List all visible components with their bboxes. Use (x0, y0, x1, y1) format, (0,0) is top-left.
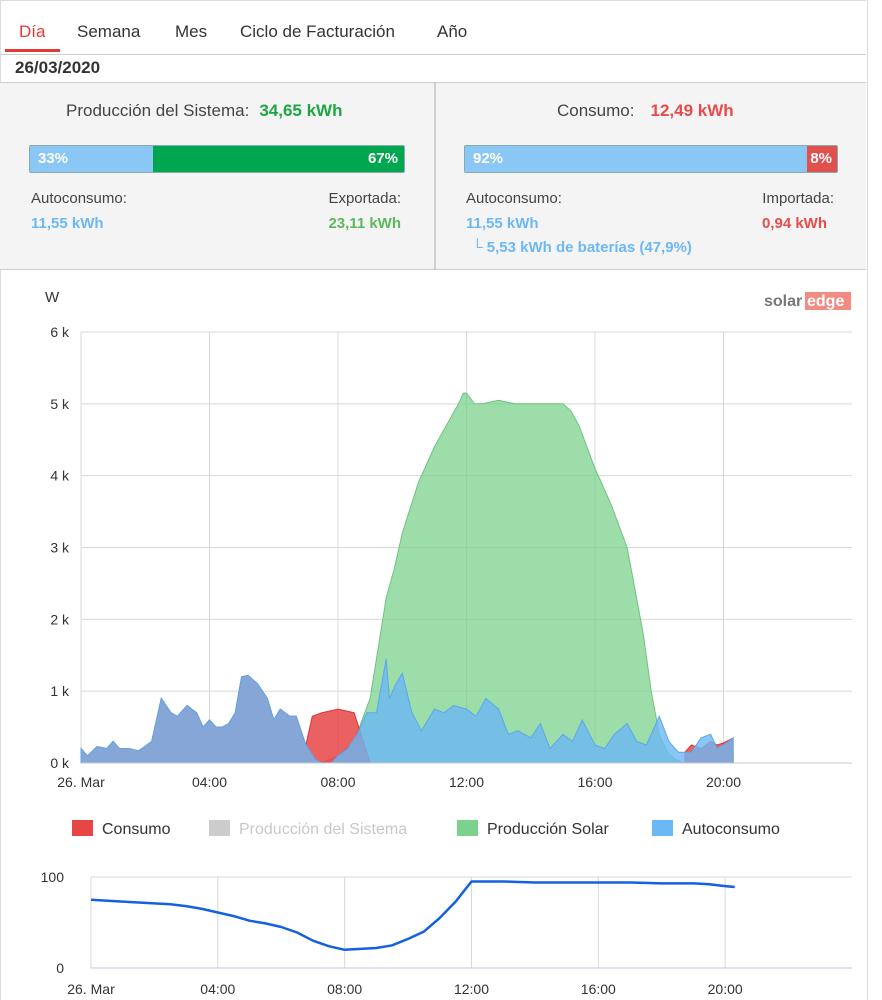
power-chart-ytick-label: 4 k (50, 468, 70, 484)
self-consumption-area (80, 658, 734, 764)
battery-contribution: └ 5,53 kWh de baterías (47,9%) (472, 239, 692, 256)
legend-label[interactable]: Autoconsumo (682, 821, 780, 838)
solar-production-area (321, 392, 684, 764)
solaredge-logo: solar edge (764, 292, 851, 310)
battery-chart-xtick-label: 08:00 (327, 981, 362, 997)
solaredge-logo-text-b: edge (807, 293, 844, 310)
power-chart-ytick-label: 5 k (50, 396, 70, 412)
legend-swatch (72, 820, 93, 836)
power-chart-axes: 0 k 1 k 2 k 3 k 4 k 5 k 6 k 26. Mar 04:00 08:00 12… (50, 324, 852, 790)
battery-chart-xtick-label: 12:00 (454, 981, 489, 997)
active-tab-indicator (5, 49, 60, 52)
production-value: 34,65 kWh (259, 101, 343, 120)
consumption-self-label: Autoconsumo: (466, 190, 562, 207)
power-chart-xtick-label: 20:00 (706, 774, 741, 790)
solaredge-logo-text-a: solar (764, 293, 802, 310)
tab-ciclo-facturacion[interactable]: Ciclo de Facturación (240, 22, 395, 41)
battery-chart-ytick-label: 0 (56, 960, 64, 976)
production-title: Producción del Sistema: (66, 101, 250, 120)
power-chart-xtick-label: 16:00 (577, 774, 612, 790)
power-chart-legend: Consumo Producción del Sistema Producción … (72, 820, 780, 838)
legend-swatch (652, 820, 673, 836)
power-chart-areas (80, 392, 734, 764)
consumption-self-value: 11,55 kWh (466, 215, 539, 232)
legend-label[interactable]: Consumo (102, 821, 171, 838)
battery-chart-line (90, 880, 735, 952)
power-chart-ytick-label: 1 k (50, 683, 70, 699)
power-chart-xtick-label: 04:00 (192, 774, 227, 790)
production-title-row: Producción del Sistema: 34,65 kWh (66, 101, 342, 121)
tab-dia[interactable]: Día (19, 22, 46, 41)
battery-chart-xtick-label: 20:00 (708, 981, 743, 997)
production-self-value: 11,55 kWh (31, 215, 104, 232)
power-chart-ytick-label: 6 k (50, 324, 70, 340)
power-chart-ytick-label: 2 k (50, 611, 70, 627)
legend-label[interactable]: Producción Solar (487, 821, 610, 838)
legend-label[interactable]: Producción del Sistema (239, 821, 407, 838)
consumption-title: Consumo: (557, 101, 635, 120)
consumption-import-segment: 8% (807, 146, 837, 172)
consumption-import-value: 0,94 kWh (761, 215, 827, 232)
production-self-segment: 33% (30, 146, 154, 172)
legend-swatch (457, 820, 478, 836)
production-self-label: Autoconsumo: (31, 190, 127, 207)
power-chart-xtick-label: 12:00 (449, 774, 484, 790)
tab-ano[interactable]: Año (437, 22, 468, 41)
production-export-label: Exportada: (328, 190, 401, 207)
battery-chart-axes: 0 100 26. Mar 04:00 08:00 12:00 16:00 20:00 (41, 869, 852, 997)
battery-chart-grid (90, 876, 852, 969)
battery-chart[interactable]: 0 100 26. Mar 04:00 08:00 12:00 16:00 20:00 (0, 860, 866, 1000)
selected-date[interactable]: 26/03/2020 (15, 58, 101, 77)
power-chart-ytick-label: 3 k (50, 540, 70, 556)
power-chart-ylabel: W (45, 289, 60, 306)
consumption-import-label: Importada: (762, 190, 834, 207)
battery-chart-xtick-label: 26. Mar (67, 981, 115, 997)
tab-semana[interactable]: Semana (77, 22, 141, 41)
battery-chart-xtick-label: 16:00 (581, 981, 616, 997)
power-chart-ytick-label: 0 k (50, 755, 70, 771)
period-tabs: Día Semana Mes Ciclo de Facturación Año (0, 0, 866, 55)
summary-panels (0, 82, 866, 270)
consumption-title-row: Consumo: 12,49 kWh (557, 101, 734, 121)
battery-level-line (90, 880, 735, 952)
production-export-value: 23,11 kWh (328, 215, 401, 232)
solaredge-logo-badge (805, 292, 851, 310)
consumption-self-segment: 92% (465, 146, 808, 172)
production-bar: 33% 67% (29, 145, 405, 173)
panel-divider (434, 82, 436, 269)
power-chart[interactable]: 0 k 1 k 2 k 3 k 4 k 5 k 6 k 26. Mar 04:00 08:00 12… (0, 270, 866, 850)
consumption-bar: 92% 8% (464, 145, 838, 173)
power-chart-xtick-label: 08:00 (320, 774, 355, 790)
consumption-value: 12,49 kWh (650, 101, 734, 120)
battery-chart-xtick-label: 04:00 (200, 981, 235, 997)
power-chart-xtick-label: 26. Mar (57, 774, 105, 790)
battery-chart-ytick-label: 100 (41, 869, 65, 885)
production-export-segment: 67% (153, 146, 404, 172)
tab-mes[interactable]: Mes (175, 22, 208, 41)
legend-swatch (209, 820, 230, 836)
